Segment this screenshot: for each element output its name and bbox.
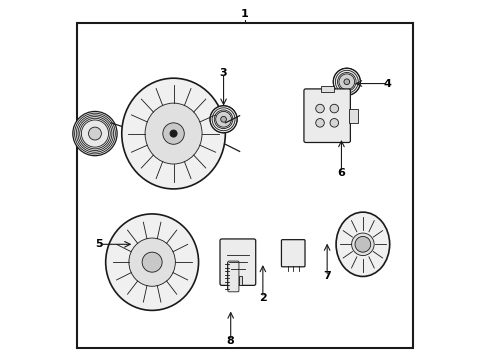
Ellipse shape [129,238,175,286]
Circle shape [330,104,339,113]
Bar [348,109,358,123]
Text: 3: 3 [220,68,227,78]
Circle shape [216,111,231,127]
Circle shape [316,118,324,127]
Ellipse shape [336,212,390,276]
FancyBboxPatch shape [281,240,305,267]
Bar [234,276,237,285]
Circle shape [142,252,162,272]
Ellipse shape [106,214,198,310]
Text: 2: 2 [259,293,267,303]
Circle shape [339,74,355,90]
Text: 1: 1 [241,9,249,19]
Bar [239,276,242,285]
Text: 6: 6 [338,168,345,178]
Circle shape [163,123,184,144]
Circle shape [89,127,101,140]
FancyBboxPatch shape [304,89,350,143]
Circle shape [220,116,226,122]
Circle shape [316,104,324,113]
FancyBboxPatch shape [220,239,256,285]
Ellipse shape [122,78,225,189]
FancyBboxPatch shape [228,261,239,292]
Text: 5: 5 [95,239,102,249]
Text: 4: 4 [384,78,392,89]
Circle shape [333,68,360,95]
Circle shape [73,111,117,156]
Circle shape [210,106,237,133]
Circle shape [355,237,371,252]
Circle shape [352,233,374,256]
Circle shape [330,118,339,127]
Text: 8: 8 [227,336,235,346]
Text: 7: 7 [323,271,331,282]
Ellipse shape [145,103,202,164]
Circle shape [344,79,350,85]
Bar [321,86,334,93]
Circle shape [170,130,177,137]
